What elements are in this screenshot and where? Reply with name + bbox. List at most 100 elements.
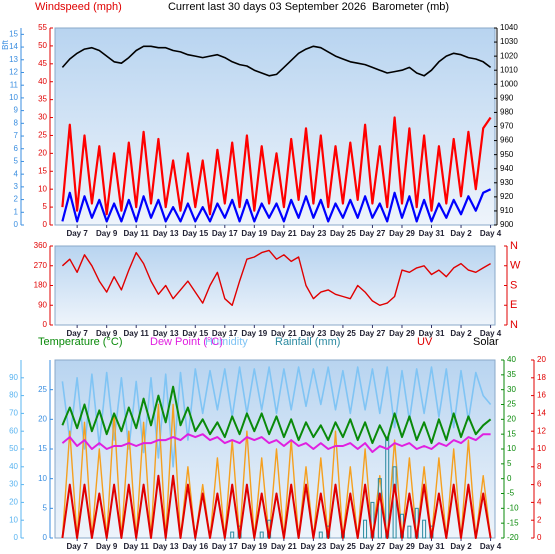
- x-tick-label: Day 19: [241, 542, 267, 551]
- series-line: [61, 433, 491, 453]
- y-tick-label: -20: [507, 533, 519, 542]
- x-tick-label: Day 23: [300, 329, 326, 338]
- y-tick-label: 18: [537, 373, 546, 382]
- y-tick-label: 40: [9, 462, 18, 471]
- x-tick-label: Day 2: [450, 329, 472, 338]
- y-tick-label: 910: [500, 206, 514, 215]
- y-tick-label: 3: [14, 182, 19, 191]
- x-tick-label: Day 31: [419, 542, 445, 551]
- x-tick-label: Day 11: [124, 229, 150, 238]
- x-tick-label: Day 13: [153, 542, 179, 551]
- rain-bar: [259, 531, 264, 539]
- y-tick-label: 970: [500, 122, 514, 131]
- x-tick-label: Day 2: [450, 229, 472, 238]
- y-tick-label: 940: [500, 164, 514, 173]
- y-tick-label: 40: [38, 77, 47, 86]
- y-tick-label: 1000: [500, 79, 518, 88]
- y-tick-label: 14: [537, 409, 546, 418]
- y-tick-label: 14: [9, 42, 18, 51]
- series-line: [61, 188, 492, 223]
- x-tick-label: Day 31: [419, 229, 445, 238]
- y-tick-label: 0: [14, 533, 19, 542]
- y-tick-label: 10: [9, 93, 18, 102]
- y-tick-label: 10: [38, 474, 47, 483]
- y-tick-label: 0: [43, 320, 48, 329]
- x-tick-label: Day 7: [66, 329, 88, 338]
- y-tick-label: 12: [537, 426, 546, 435]
- y-tick-label: 0: [43, 533, 48, 542]
- y-tick-label: 9: [14, 106, 19, 115]
- legend-label: Dew Point (°C): [150, 336, 223, 348]
- y-tick-label: 10: [507, 444, 516, 453]
- x-tick-label: Day 23: [300, 229, 326, 238]
- x-tick-label: Day 16: [182, 542, 208, 551]
- x-tick-label: Day 25: [330, 542, 356, 551]
- x-tick-label: Day 15: [182, 329, 208, 338]
- y-tick-label: 0: [14, 220, 19, 229]
- rain-bar: [422, 519, 427, 539]
- x-tick-label: Day 7: [66, 229, 88, 238]
- y-tick-label: 20: [9, 498, 18, 507]
- y-tick-label: 20: [507, 414, 516, 423]
- axis-label: Windspeed (mph): [35, 1, 122, 13]
- y-tick-label: 5: [43, 202, 48, 211]
- x-tick-label: Day 4: [480, 229, 502, 238]
- series-line: [61, 45, 492, 77]
- y-tick-label: 0: [537, 533, 542, 542]
- x-tick-label: Day 27: [360, 329, 386, 338]
- y-tick-label: 920: [500, 192, 514, 201]
- y-tick-label: 950: [500, 150, 514, 159]
- y-tick-label: 70: [9, 409, 18, 418]
- y-tick-label: 180: [34, 281, 48, 290]
- legend-label: Temperature (°C): [38, 336, 122, 348]
- y-tick-label: 35: [38, 95, 47, 104]
- x-tick-label: Day 11: [124, 329, 150, 338]
- x-tick-label: Day 9: [96, 542, 118, 551]
- x-tick-label: Day 2: [450, 542, 472, 551]
- y-tick-label: 25: [507, 400, 516, 409]
- legend-label: Solar: [473, 336, 499, 348]
- y-tick-label: 20: [38, 148, 47, 157]
- x-tick-label: Day 25: [330, 229, 356, 238]
- y-tick-label: 30: [507, 385, 516, 394]
- y-tick-label: 30: [9, 480, 18, 489]
- x-tick-label: Day 9: [96, 229, 118, 238]
- x-tick-label: Day 17: [212, 229, 238, 238]
- series-line: [61, 116, 492, 216]
- y-tick-label: N: [510, 319, 518, 331]
- y-tick-label: 25: [38, 131, 47, 140]
- y-tick-label: 5: [507, 459, 512, 468]
- y-tick-label: 930: [500, 178, 514, 187]
- y-tick-label: 8: [14, 118, 19, 127]
- y-tick-label: 4: [14, 169, 19, 178]
- y-tick-label: 270: [34, 261, 48, 270]
- legend-label: Humidity: [205, 336, 248, 348]
- y-tick-label: 2: [14, 195, 19, 204]
- y-tick-label: 1040: [500, 23, 518, 32]
- x-tick-label: Day 21: [271, 329, 297, 338]
- x-tick-label: Day 27: [360, 542, 386, 551]
- y-tick-label: 5: [43, 503, 48, 512]
- y-tick-label: 900: [500, 220, 514, 229]
- x-tick-label: Day 19: [241, 329, 267, 338]
- y-tick-label: S: [510, 279, 517, 291]
- y-tick-label: 0: [507, 474, 512, 483]
- rain-bar: [318, 531, 323, 539]
- y-tick-label: 15: [38, 166, 47, 175]
- x-tick-label: Day 23: [300, 542, 326, 551]
- y-tick-label: 4: [537, 498, 542, 507]
- y-tick-label: 360: [34, 241, 48, 250]
- y-tick-label: 55: [38, 23, 47, 32]
- y-tick-label: 1010: [500, 65, 518, 74]
- y-tick-label: 1020: [500, 51, 518, 60]
- y-tick-label: 15: [9, 29, 18, 38]
- y-tick-label: 50: [9, 444, 18, 453]
- y-tick-label: 30: [38, 113, 47, 122]
- plot-area: [54, 245, 496, 326]
- rain-bar: [407, 525, 412, 539]
- x-tick-label: Day 11: [124, 542, 150, 551]
- y-tick-label: 0: [43, 220, 48, 229]
- y-tick-label: 90: [9, 373, 18, 382]
- series-line: [61, 385, 492, 445]
